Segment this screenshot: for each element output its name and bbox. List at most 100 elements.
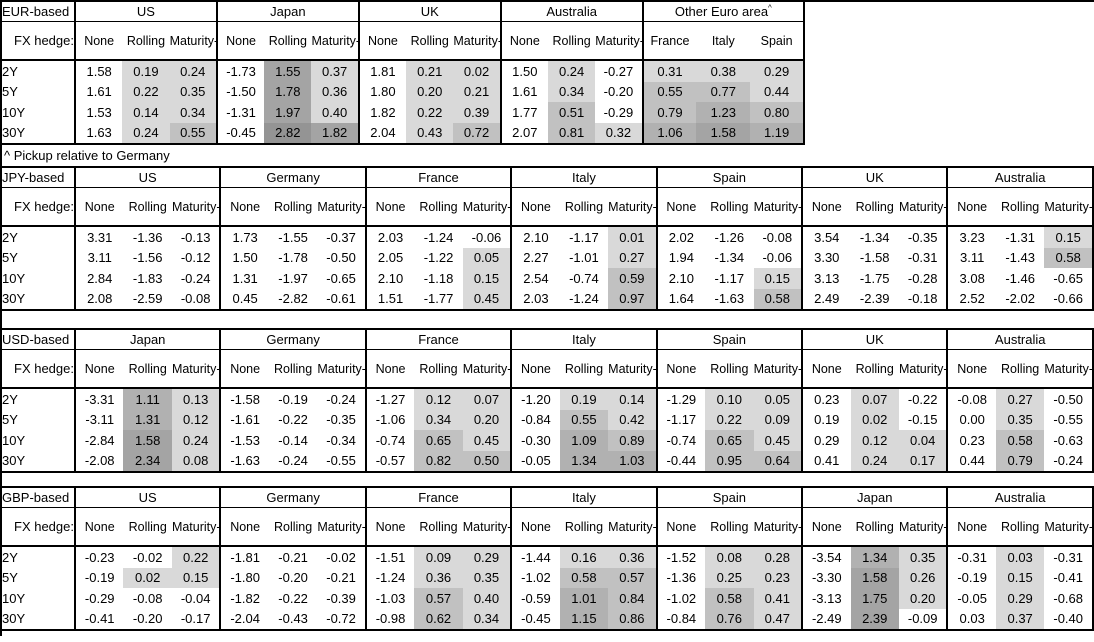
value-cell: 0.37 [995,608,1045,630]
value-cell: -2.59 [132,291,163,307]
value-cell: 0.35 [898,546,948,568]
value-cell: -2.08 [73,450,124,472]
value-cell: 0.07 [462,388,512,410]
value-cell: 0.37 [311,60,359,82]
column-header: Rolling [122,21,170,61]
value-cell: 0.34 [462,608,512,630]
value-cell: 0.19 [122,60,170,82]
value-cell: 2.08 [73,288,124,310]
column-header: Spain [750,21,805,61]
value-cell: -1.31 [215,102,265,123]
value-cell: -0.57 [364,450,415,472]
value-cell: 2.03 [364,226,415,248]
value-cell: 0.44 [946,450,996,472]
value-cell: 1.50 [219,247,269,268]
value-cell: -0.15 [907,412,938,428]
table-row: 2Y -0.23 -0.02 0.22 -1.81 -0.21 -0.02 -1.51 0.09… [1,546,1093,568]
value-cell: 0.38 [696,60,751,82]
value-cell: -1.17 [714,270,745,286]
value-cell: 0.21 [406,60,454,82]
group-header-label: US [138,170,157,185]
table-row: 2Y 3.31 -1.36 -0.13 1.73 -1.55 -0.37 2.03 -1.24 -… [1,226,1093,248]
column-header: Maturity-matched [171,187,221,227]
column-header: None [73,349,124,389]
value-cell: 0.19 [801,409,851,430]
value-cell: 0.27 [995,388,1045,410]
group-header-germany: Germany [219,167,366,188]
column-header: Maturity-matched [171,507,221,547]
value-cell: 2.49 [801,288,851,310]
column-header: Maturity-matched [898,187,948,227]
tenor-label: 5Y [2,570,18,586]
value-cell: 2.10 [510,226,560,248]
value-cell: -1.20 [510,388,560,410]
table-gbp-based: GBP-based US Germany France Italy Spain Japan A… [0,486,1094,631]
value-cell: 0.23 [946,430,996,451]
value-cell: 3.31 [73,226,124,248]
value-cell: 1.97 [264,102,312,123]
value-cell: 0.27 [608,247,657,268]
value-cell: 1.80 [357,81,407,102]
group-header-australia: Australia [499,1,643,22]
column-header: Maturity-matched [608,187,657,227]
group-header-label: UK [420,4,439,19]
value-cell: 2.84 [73,268,124,289]
value-cell: 0.41 [753,588,803,609]
value-cell: 1.34 [559,450,609,472]
column-header: Maturity-matched [317,349,366,389]
value-cell: 2.54 [510,268,560,289]
value-cell: -1.24 [423,229,454,245]
column-header: None [655,507,706,547]
value-cell: -1.34 [714,250,745,266]
column-header: None [510,507,560,547]
value-cell: -0.17 [180,611,211,627]
table-row: 10Y -2.84 1.58 0.24 -1.53 -0.14 -0.34 -0.74 0.65… [1,430,1093,451]
fx-hedge-label: FX hedge: [1,349,75,389]
value-cell: 0.35 [995,409,1045,430]
value-cell: -1.63 [219,450,269,472]
value-cell: 0.89 [608,430,657,451]
value-cell: 0.57 [608,567,657,588]
value-cell: -0.30 [510,430,560,451]
value-cell: 0.36 [414,567,463,588]
value-cell: 1.11 [123,388,172,410]
group-header-label: Germany [266,490,320,505]
column-header: None [215,21,265,61]
value-cell: 0.95 [705,450,754,472]
value-cell: -1.97 [278,270,308,286]
group-header-label: France [418,170,459,185]
value-cell: 0.40 [311,102,359,123]
value-cell: -0.29 [73,588,124,609]
base-currency-label: EUR-based [1,1,75,22]
value-cell: 0.44 [750,81,805,102]
value-cell: -0.40 [1053,611,1083,627]
column-header: Rolling [414,507,463,547]
value-cell: 1.51 [364,288,415,310]
column-header: None [499,21,548,61]
value-cell: -0.13 [180,229,211,245]
group-header-label: Italy [572,490,596,505]
value-cell: 0.58 [1044,247,1093,268]
value-cell: 0.22 [122,81,170,102]
value-cell: -0.84 [655,608,706,630]
value-cell: 0.24 [169,60,217,82]
value-cell: 0.26 [898,567,948,588]
tenor-label: 30Y [2,291,26,307]
value-cell: 0.03 [946,608,996,630]
column-header: Maturity-matched [753,349,803,389]
value-cell: -1.83 [132,270,163,286]
group-header-japan: Japan [215,1,359,22]
tenor-label: 5Y [2,250,18,266]
group-header-label: Australia [994,490,1046,505]
footnote: ^ Pickup relative to Germany [4,148,170,163]
column-header: None [364,507,415,547]
value-cell: 0.65 [414,430,463,451]
value-cell: -0.31 [946,546,996,568]
value-cell: -1.80 [219,567,269,588]
value-cell: 0.22 [705,409,754,430]
tenor-label: 2Y [2,391,18,407]
fx-hedge-label: FX hedge: [1,507,75,547]
column-header: Rolling [547,21,596,61]
value-cell: 1.82 [357,102,407,123]
